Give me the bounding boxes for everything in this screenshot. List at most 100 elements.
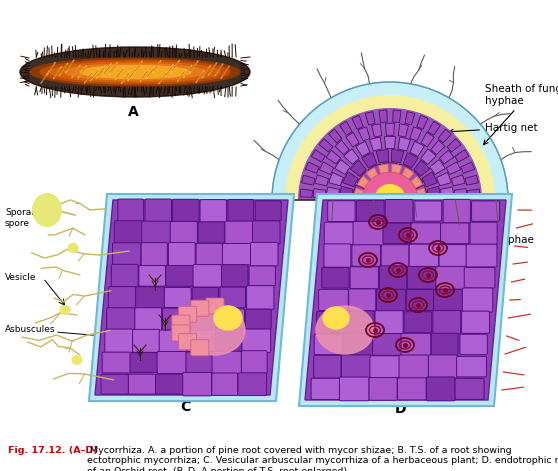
FancyBboxPatch shape <box>443 199 470 223</box>
FancyBboxPatch shape <box>128 374 156 394</box>
Wedge shape <box>422 172 437 187</box>
Wedge shape <box>319 138 333 152</box>
FancyBboxPatch shape <box>311 378 340 399</box>
FancyBboxPatch shape <box>441 223 469 244</box>
FancyBboxPatch shape <box>466 244 497 267</box>
Text: A: A <box>128 105 138 119</box>
FancyBboxPatch shape <box>464 268 495 288</box>
Text: Sporangial
spore: Sporangial spore <box>5 208 54 228</box>
FancyBboxPatch shape <box>157 351 186 374</box>
Ellipse shape <box>20 47 250 97</box>
FancyBboxPatch shape <box>341 355 371 378</box>
Polygon shape <box>299 194 512 406</box>
Wedge shape <box>398 124 408 137</box>
FancyBboxPatch shape <box>212 351 242 374</box>
FancyBboxPatch shape <box>108 286 137 309</box>
FancyBboxPatch shape <box>426 377 455 401</box>
FancyBboxPatch shape <box>324 244 351 267</box>
FancyBboxPatch shape <box>370 356 400 378</box>
FancyBboxPatch shape <box>142 221 171 244</box>
FancyBboxPatch shape <box>139 266 166 286</box>
Wedge shape <box>392 164 402 174</box>
Wedge shape <box>468 189 480 197</box>
FancyBboxPatch shape <box>141 243 167 266</box>
FancyBboxPatch shape <box>397 378 426 400</box>
FancyBboxPatch shape <box>463 288 493 312</box>
Wedge shape <box>362 172 418 200</box>
Text: D: D <box>395 402 406 416</box>
Wedge shape <box>372 124 382 137</box>
Ellipse shape <box>214 306 242 330</box>
Wedge shape <box>285 95 495 200</box>
Text: Mycorrhiza. A. a portion of pine root covered with mycor shizae; B. T.S. of a ro: Mycorrhiza. A. a portion of pine root co… <box>87 446 558 471</box>
FancyBboxPatch shape <box>190 308 216 331</box>
FancyBboxPatch shape <box>381 245 409 267</box>
Wedge shape <box>455 150 469 162</box>
FancyBboxPatch shape <box>357 200 384 222</box>
Wedge shape <box>413 185 427 199</box>
Text: Fig. 17.12. (A–D): Fig. 17.12. (A–D) <box>8 446 98 455</box>
FancyBboxPatch shape <box>429 355 457 378</box>
Wedge shape <box>379 110 387 122</box>
FancyBboxPatch shape <box>172 325 190 341</box>
Wedge shape <box>366 184 381 200</box>
Wedge shape <box>302 175 315 185</box>
FancyBboxPatch shape <box>379 266 407 290</box>
Text: Coiled Hyphae: Coiled Hyphae <box>429 235 534 258</box>
FancyBboxPatch shape <box>255 201 281 221</box>
FancyBboxPatch shape <box>252 221 280 244</box>
FancyBboxPatch shape <box>179 334 196 349</box>
FancyBboxPatch shape <box>375 311 403 334</box>
Wedge shape <box>376 150 389 163</box>
Wedge shape <box>398 137 411 151</box>
Wedge shape <box>354 188 364 199</box>
Wedge shape <box>378 164 388 174</box>
Ellipse shape <box>50 62 220 82</box>
Wedge shape <box>366 168 378 179</box>
FancyBboxPatch shape <box>145 199 171 223</box>
Wedge shape <box>406 172 423 188</box>
Wedge shape <box>374 176 389 191</box>
Ellipse shape <box>65 64 205 80</box>
Wedge shape <box>355 141 370 156</box>
Wedge shape <box>369 137 382 151</box>
Wedge shape <box>352 115 363 130</box>
Wedge shape <box>427 186 440 199</box>
Wedge shape <box>319 162 334 174</box>
FancyBboxPatch shape <box>191 340 209 356</box>
Wedge shape <box>440 187 454 198</box>
FancyBboxPatch shape <box>328 201 355 221</box>
Wedge shape <box>393 110 401 122</box>
Wedge shape <box>413 160 430 176</box>
FancyBboxPatch shape <box>247 286 274 309</box>
Wedge shape <box>353 185 367 199</box>
FancyBboxPatch shape <box>192 287 218 308</box>
FancyBboxPatch shape <box>156 374 184 394</box>
FancyBboxPatch shape <box>242 351 267 374</box>
FancyBboxPatch shape <box>316 311 347 333</box>
Wedge shape <box>410 127 422 141</box>
FancyBboxPatch shape <box>101 374 128 394</box>
FancyBboxPatch shape <box>196 244 223 265</box>
Ellipse shape <box>30 58 240 86</box>
Wedge shape <box>430 160 445 174</box>
FancyBboxPatch shape <box>220 287 246 308</box>
FancyBboxPatch shape <box>105 329 133 353</box>
Ellipse shape <box>33 194 61 226</box>
Wedge shape <box>305 162 319 173</box>
FancyBboxPatch shape <box>409 244 439 267</box>
FancyBboxPatch shape <box>401 333 431 356</box>
Wedge shape <box>340 186 353 199</box>
Wedge shape <box>298 108 482 200</box>
FancyBboxPatch shape <box>324 222 355 244</box>
Wedge shape <box>329 129 342 143</box>
Text: Sheath of fungal
hyphae: Sheath of fungal hyphae <box>484 84 558 145</box>
Wedge shape <box>384 137 396 148</box>
Wedge shape <box>346 132 359 147</box>
Ellipse shape <box>316 306 374 354</box>
FancyBboxPatch shape <box>434 289 464 311</box>
FancyBboxPatch shape <box>212 373 238 395</box>
Polygon shape <box>305 200 506 400</box>
FancyBboxPatch shape <box>251 243 278 266</box>
FancyBboxPatch shape <box>460 334 487 355</box>
